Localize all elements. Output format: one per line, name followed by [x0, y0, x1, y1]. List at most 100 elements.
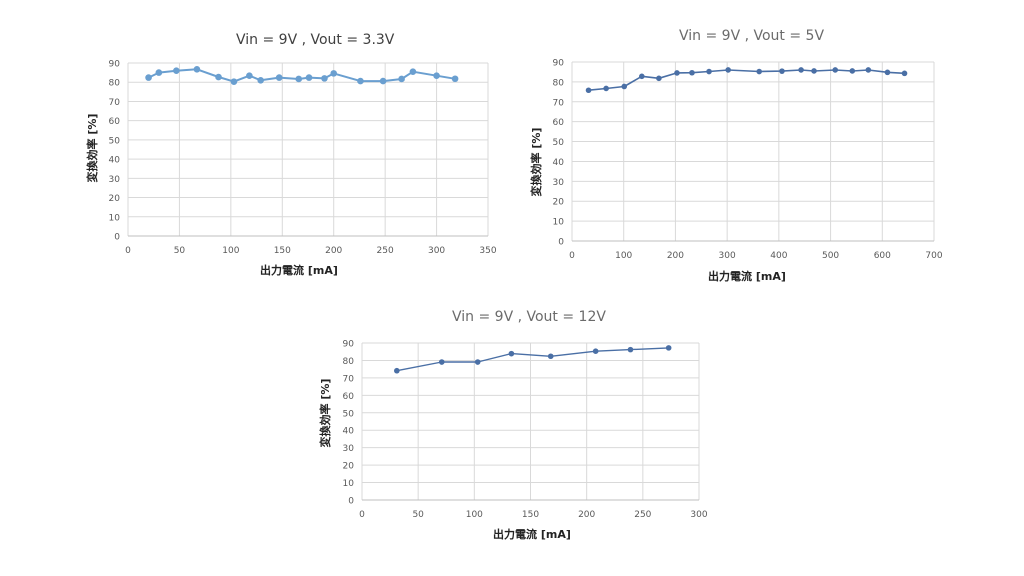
- chart-vout-3v3: Vin = 9V , Vout = 3.3V 0 10 20 30 40 50 60 70 80…: [0, 0, 512, 290]
- y-tick-label: 30: [553, 178, 565, 188]
- y-tick-label: 0: [114, 233, 120, 243]
- data-point: [621, 83, 628, 90]
- x-tick-label: 250: [377, 246, 394, 256]
- y-tick-label: 70: [553, 98, 565, 108]
- x-tick-label: 200: [667, 251, 684, 261]
- y-tick-label: 80: [343, 357, 355, 367]
- y-tick-label: 20: [109, 194, 121, 204]
- y-tick-label: 40: [109, 156, 121, 166]
- data-point: [901, 70, 908, 77]
- data-point: [357, 77, 364, 85]
- x-tick-label: 500: [822, 251, 839, 261]
- data-point: [725, 67, 731, 73]
- data-point: [394, 367, 400, 374]
- y-tick-label: 70: [109, 98, 121, 108]
- data-point: [433, 72, 440, 79]
- y-tick-label: 60: [553, 118, 565, 128]
- data-point: [665, 345, 672, 351]
- y-tick-label: 10: [109, 213, 121, 223]
- y-tick-label: 80: [109, 79, 121, 89]
- x-tick-label: 50: [412, 510, 424, 520]
- x-tick-label: 0: [125, 246, 131, 256]
- x-tick-label: 600: [874, 251, 891, 261]
- data-point: [246, 72, 253, 79]
- data-point: [689, 69, 695, 76]
- chart-vout-5v: Vin = 9V , Vout = 5V 0 10 20 30 40 50 60 70 80 90…: [530, 28, 943, 283]
- y-tick-label: 50: [343, 409, 355, 419]
- data-point: [592, 348, 599, 354]
- data-point: [193, 66, 201, 73]
- data-point: [832, 67, 839, 73]
- data-point: [884, 69, 891, 76]
- y-tick-label: 70: [343, 374, 355, 384]
- x-tick-label: 200: [578, 510, 595, 520]
- x-tick-label: 0: [569, 251, 575, 261]
- x-tick-label: 350: [479, 246, 496, 256]
- data-point: [215, 73, 222, 81]
- x-axis-label: 出力電流 [mA]: [260, 264, 338, 277]
- x-tick-label: 0: [359, 510, 365, 520]
- chart-title: Vin = 9V , Vout = 5V: [679, 28, 825, 44]
- data-point: [849, 68, 856, 74]
- y-tick-label: 90: [343, 340, 355, 350]
- x-tick-label: 100: [466, 510, 483, 520]
- plot-area: 0 10 20 30 40 50 60 70 80 90 0 50 100 150 200 250 300 350: [109, 60, 497, 257]
- x-tick-label: 700: [925, 251, 942, 261]
- data-point: [656, 75, 662, 82]
- data-point: [145, 74, 152, 81]
- data-point: [798, 67, 804, 73]
- data-point: [379, 77, 387, 85]
- data-point: [305, 74, 313, 81]
- y-tick-label: 40: [553, 158, 565, 168]
- data-point: [275, 74, 283, 81]
- data-point: [865, 67, 872, 73]
- x-tick-label: 300: [719, 251, 736, 261]
- x-tick-label: 250: [634, 510, 651, 520]
- x-tick-label: 300: [428, 246, 445, 256]
- data-point: [438, 359, 445, 365]
- chart-title: Vin = 9V , Vout = 12V: [452, 309, 606, 325]
- y-tick-label: 50: [109, 136, 121, 146]
- y-tick-label: 0: [348, 497, 354, 507]
- data-point: [155, 69, 163, 76]
- x-tick-label: 300: [690, 510, 707, 520]
- y-tick-label: 20: [553, 198, 565, 208]
- data-point: [508, 350, 515, 357]
- y-tick-label: 30: [109, 175, 121, 185]
- data-point: [547, 353, 554, 360]
- x-tick-label: 400: [770, 251, 787, 261]
- data-point: [451, 75, 459, 83]
- x-tick-label: 200: [325, 246, 342, 256]
- data-point: [811, 68, 817, 74]
- y-tick-label: 60: [343, 392, 355, 402]
- data-point: [295, 75, 303, 83]
- data-point: [756, 68, 763, 75]
- x-tick-label: 150: [522, 510, 539, 520]
- data-point: [585, 87, 592, 94]
- y-tick-label: 30: [343, 444, 355, 454]
- y-tick-label: 50: [553, 138, 565, 148]
- data-point: [330, 70, 338, 77]
- y-tick-label: 0: [558, 238, 564, 248]
- data-point: [398, 75, 405, 83]
- chart-title: Vin = 9V , Vout = 3.3V: [236, 32, 395, 48]
- x-tick-label: 50: [174, 246, 186, 256]
- y-tick-label: 20: [343, 462, 355, 472]
- data-point: [603, 85, 609, 92]
- x-tick-label: 150: [274, 246, 291, 256]
- data-point: [627, 346, 634, 353]
- data-point: [706, 68, 712, 75]
- data-point: [230, 78, 238, 85]
- series-line: [396, 347, 669, 372]
- data-point: [257, 77, 264, 84]
- data-point: [409, 68, 417, 75]
- data-point: [779, 68, 785, 74]
- plot-area: 0 10 20 30 40 50 60 70 80 90 0 100 200 300 400 500 600 70…: [553, 59, 943, 262]
- y-tick-label: 10: [553, 218, 565, 228]
- y-tick-label: 40: [343, 427, 355, 437]
- y-tick-label: 80: [553, 78, 565, 88]
- data-point: [639, 73, 645, 80]
- y-tick-label: 90: [553, 59, 565, 69]
